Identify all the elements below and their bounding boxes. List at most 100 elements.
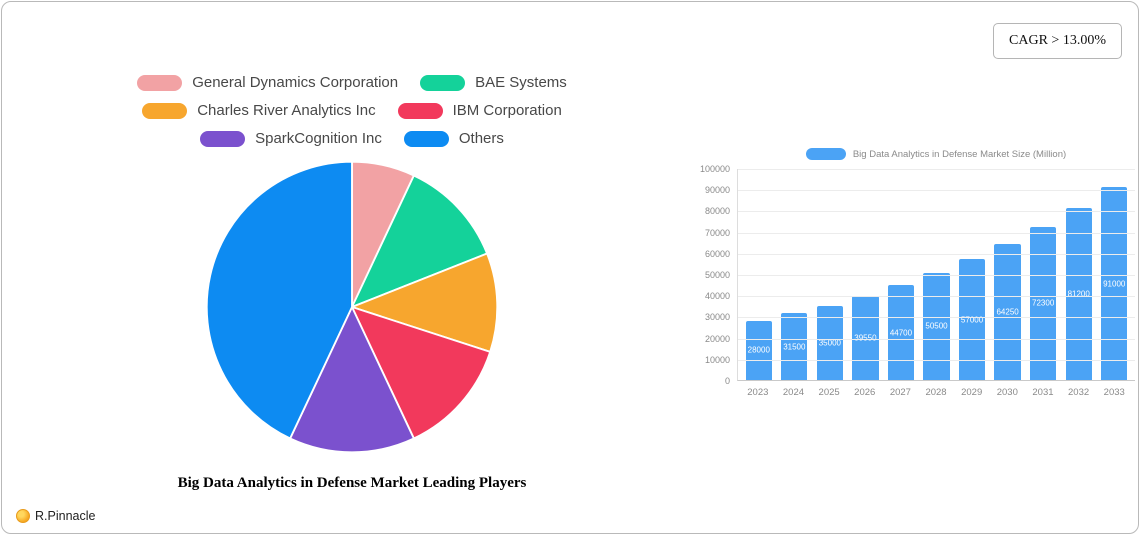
pie-legend-item-0[interactable]: General Dynamics Corporation <box>137 74 398 91</box>
y-axis-tick-label: 40000 <box>704 291 730 302</box>
y-axis-tick-label: 100000 <box>699 164 730 174</box>
bar-column: 28000 <box>741 169 777 380</box>
legend-swatch <box>142 102 188 119</box>
bar-column: 44700 <box>883 169 919 380</box>
bar-column: 81200 <box>1061 169 1097 380</box>
pie-slice-3[interactable] <box>350 305 492 440</box>
bar-column: 39550 <box>848 169 884 380</box>
legend-swatch <box>397 102 443 119</box>
grid-line <box>738 317 1135 319</box>
bar-value-label: 57000 <box>960 315 984 325</box>
pie-legend: General Dynamics Corporation BAE Systems C… <box>57 74 647 147</box>
bar-2033[interactable]: 91000 <box>1101 187 1128 380</box>
pie-chart <box>57 158 647 461</box>
legend-swatch <box>137 74 183 91</box>
bar-plot: 28000 31500 35000 39550 44700 50500 57000 64250… <box>737 169 1135 381</box>
pie-chart-svg <box>205 160 499 454</box>
bar-2028[interactable]: 50500 <box>923 272 950 380</box>
pie-legend-item-3[interactable]: IBM Corporation <box>397 102 562 119</box>
y-axis-tick-label: 50000 <box>704 270 730 280</box>
grid-line <box>738 190 1135 192</box>
y-axis-tick-label: 0 <box>724 376 730 386</box>
y-axis-tick-label: 10000 <box>704 354 730 365</box>
brand-logo-text: R.Pinnacle <box>35 509 96 523</box>
pie-slice-4[interactable] <box>288 304 416 454</box>
x-axis-tick-label: 2027 <box>889 387 911 398</box>
grid-line <box>738 253 1135 255</box>
legend-label: Charles River Analytics Inc <box>197 102 376 119</box>
bar-value-label: 31500 <box>783 342 806 352</box>
pie-legend-row: SparkCognition Inc Others <box>57 130 647 147</box>
bar-chart: 0 10000 20000 30000 40000 50000 60000 70000 8000… <box>695 164 1135 386</box>
pie-chart-title: Big Data Analytics in Defense Market Lea… <box>177 475 527 491</box>
bar-y-axis: 0 10000 20000 30000 40000 50000 60000 70000 8000… <box>695 164 737 386</box>
bar-2023[interactable]: 28000 <box>745 320 772 380</box>
pie-slice-2[interactable] <box>349 252 499 354</box>
y-axis-tick-label: 70000 <box>704 227 730 238</box>
bar-value-label: 35000 <box>818 338 841 348</box>
legend-label: Others <box>458 130 504 147</box>
bar-column: 72300 <box>1025 169 1061 380</box>
x-axis-tick-label: 2032 <box>1068 387 1090 398</box>
bar-chart-section: Big Data Analytics in Defense Market Siz… <box>695 148 1135 398</box>
pie-legend-row: General Dynamics Corporation BAE Systems <box>57 74 647 91</box>
x-axis-tick-label: 2024 <box>782 387 805 398</box>
x-axis-tick-label: 2025 <box>818 387 840 398</box>
grid-line <box>738 275 1135 276</box>
bar-column: 31500 <box>777 169 813 380</box>
grid-line <box>738 211 1135 213</box>
pinnacle-logo-icon <box>16 509 30 523</box>
bar-2027[interactable]: 44700 <box>887 285 915 380</box>
legend-label: General Dynamics Corporation <box>192 74 399 91</box>
pie-slice-1[interactable] <box>350 174 489 309</box>
bar-2024[interactable]: 31500 <box>781 313 808 380</box>
x-axis-labels: 2023 2024 2025 2026 2027 2028 2029 2030 2031 2032… <box>737 381 1135 398</box>
x-axis-tick-label: 2026 <box>854 387 876 398</box>
x-axis-tick-label: 2030 <box>996 387 1018 398</box>
bar-2031[interactable]: 72300 <box>1030 226 1057 380</box>
legend-label: IBM Corporation <box>452 102 562 119</box>
bar-value-label: 81200 <box>1067 289 1090 299</box>
pie-legend-row: Charles River Analytics Inc IBM Corporati… <box>57 102 647 119</box>
bar-value-label: 44700 <box>889 328 913 338</box>
bar-legend[interactable]: Big Data Analytics in Defense Market Siz… <box>737 148 1135 160</box>
grid-line <box>738 359 1135 361</box>
bar-legend-label: Big Data Analytics in Defense Market Siz… <box>852 148 1067 160</box>
x-axis-tick-label: 2023 <box>747 387 769 398</box>
y-axis-tick-label: 60000 <box>704 248 730 259</box>
bar-value-label: 64250 <box>996 307 1019 317</box>
bar-2032[interactable]: 81200 <box>1065 207 1092 380</box>
bar-column: 91000 <box>1096 169 1132 380</box>
grid-line <box>738 338 1135 340</box>
pie-slice-5[interactable] <box>205 160 353 440</box>
y-axis-tick-label: 20000 <box>704 333 730 344</box>
x-axis-tick-label: 2031 <box>1032 387 1054 398</box>
y-axis-tick-label: 30000 <box>704 312 730 323</box>
legend-swatch <box>403 130 449 147</box>
bar-2030[interactable]: 64250 <box>994 243 1021 380</box>
bars-row: 28000 31500 35000 39550 44700 50500 57000 64250… <box>738 169 1135 380</box>
pie-legend-item-4[interactable]: SparkCognition Inc <box>200 130 382 147</box>
brand-logo: R.Pinnacle <box>16 509 95 523</box>
pie-legend-item-1[interactable]: BAE Systems <box>420 74 567 91</box>
bar-value-label: 72300 <box>1032 298 1055 308</box>
bar-column: 64250 <box>990 169 1026 380</box>
bar-2029[interactable]: 57000 <box>958 259 986 380</box>
bar-legend-swatch <box>805 148 846 160</box>
x-axis-tick-label: 2029 <box>961 387 983 398</box>
legend-swatch <box>420 74 466 91</box>
pie-legend-item-5[interactable]: Others <box>403 130 504 147</box>
bar-2026[interactable]: 39550 <box>852 296 879 380</box>
grid-line <box>738 296 1135 298</box>
bar-value-label: 39550 <box>854 334 876 343</box>
grid-line <box>738 232 1135 234</box>
y-axis-tick-label: 80000 <box>704 206 730 217</box>
x-axis-tick-label: 2028 <box>925 387 947 398</box>
pie-legend-item-2[interactable]: Charles River Analytics Inc <box>142 102 376 119</box>
bar-value-label: 28000 <box>747 345 770 355</box>
grid-line <box>738 169 1135 170</box>
bar-column: 50500 <box>919 169 955 380</box>
pie-chart-section: General Dynamics Corporation BAE Systems C… <box>57 74 647 492</box>
